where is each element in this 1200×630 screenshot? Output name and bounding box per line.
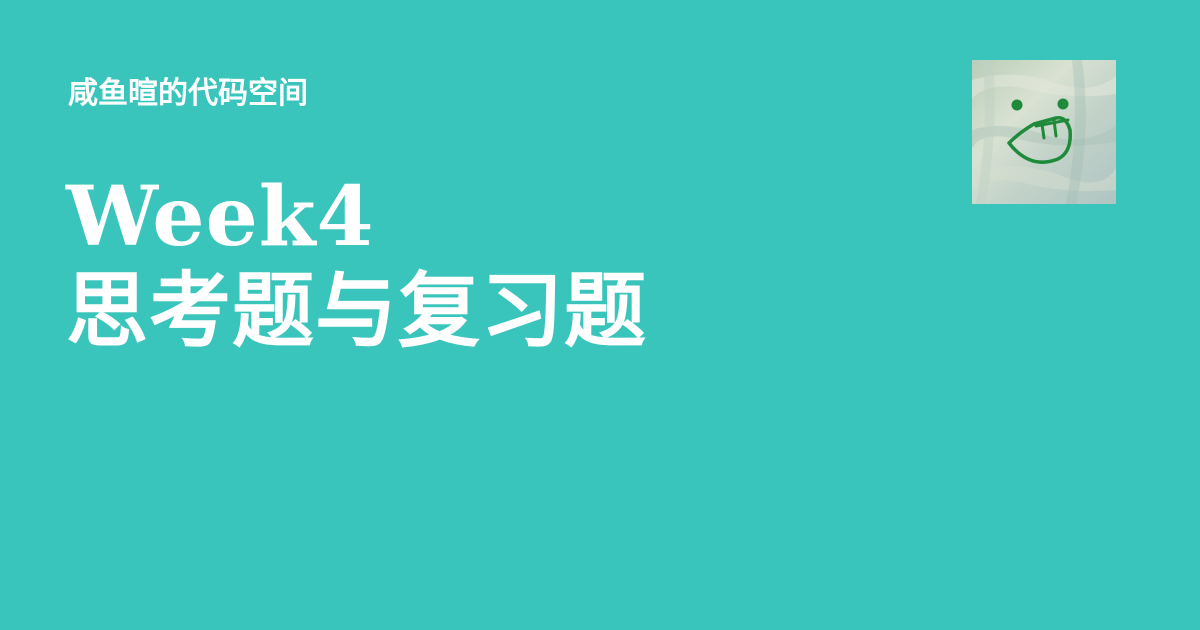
- avatar: [972, 60, 1116, 204]
- post-title-line-1: Week4: [66, 169, 375, 265]
- post-title-line-2: 思考题与复习题: [66, 263, 648, 359]
- smiley-face-icon: [972, 60, 1116, 204]
- site-name: 咸鱼暄的代码空间: [68, 76, 308, 111]
- post-title: Week4 思考题与复习题: [66, 170, 647, 358]
